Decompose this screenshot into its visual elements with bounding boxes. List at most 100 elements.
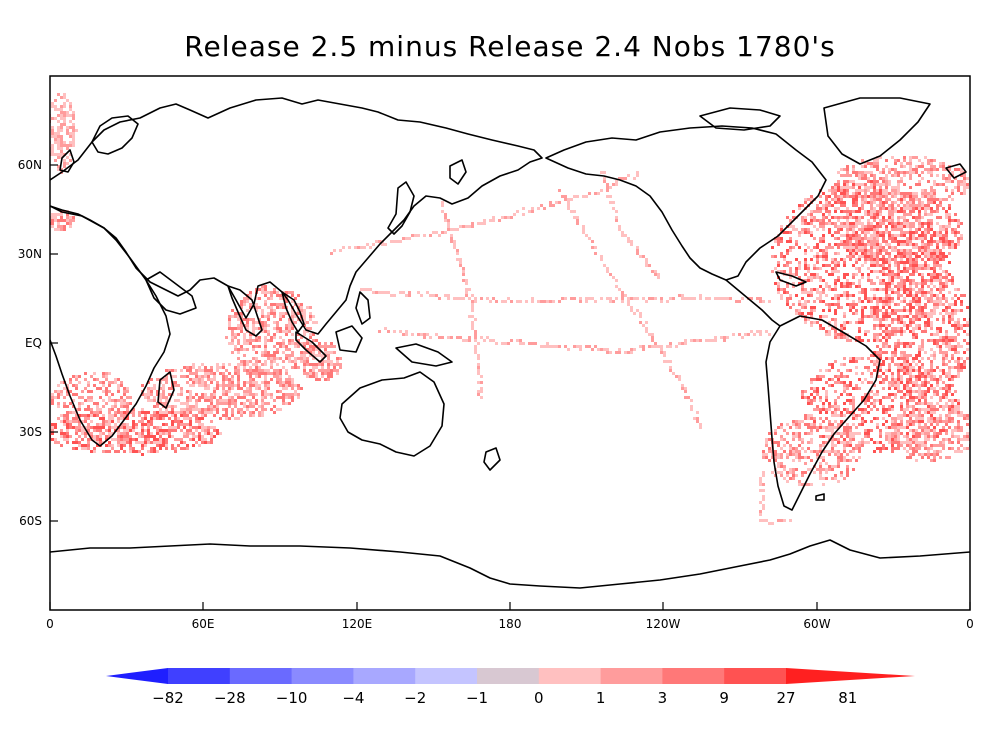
obs-cell	[957, 426, 960, 429]
obs-cell	[825, 408, 828, 411]
obs-cell	[795, 456, 798, 459]
obs-cell	[906, 357, 909, 360]
obs-cell	[801, 447, 804, 450]
obs-cell	[90, 435, 93, 438]
obs-cell	[888, 405, 891, 408]
obs-cell	[900, 318, 903, 321]
obs-cell	[858, 237, 861, 240]
obs-cell	[879, 441, 882, 444]
obs-cell	[921, 315, 924, 318]
obs-cell	[843, 456, 846, 459]
obs-cell	[876, 426, 879, 429]
obs-cell	[852, 264, 855, 267]
obs-cell	[186, 399, 189, 402]
obs-cell	[924, 294, 927, 297]
obs-cell	[777, 465, 780, 468]
obs-cell	[780, 288, 783, 291]
obs-cell	[912, 195, 915, 198]
obs-cell	[885, 342, 888, 345]
obs-cell	[873, 288, 876, 291]
obs-cell	[888, 324, 891, 327]
obs-cell	[843, 450, 846, 453]
obs-cell	[129, 447, 132, 450]
obs-cell	[909, 378, 912, 381]
obs-cell	[882, 219, 885, 222]
obs-cell	[915, 435, 918, 438]
obs-cell	[960, 450, 963, 453]
obs-cell	[918, 222, 921, 225]
obs-cell	[906, 402, 909, 405]
obs-cell	[942, 252, 945, 255]
obs-cell	[138, 411, 141, 414]
obs-cell	[186, 417, 189, 420]
obs-cell	[825, 282, 828, 285]
obs-cell	[951, 336, 954, 339]
obs-cell	[900, 423, 903, 426]
obs-cell	[915, 207, 918, 210]
obs-cell	[870, 237, 873, 240]
obs-cell	[873, 255, 876, 258]
obs-cell	[900, 210, 903, 213]
obs-cell	[927, 285, 930, 288]
obs-cell	[945, 390, 948, 393]
obs-cell	[897, 441, 900, 444]
obs-cell	[150, 399, 153, 402]
obs-cell	[945, 216, 948, 219]
obs-cell	[906, 294, 909, 297]
obs-cell	[879, 264, 882, 267]
obs-cell	[837, 408, 840, 411]
obs-cell	[885, 318, 888, 321]
obs-cell	[903, 363, 906, 366]
obs-cell	[246, 399, 249, 402]
obs-cell	[786, 264, 789, 267]
obs-cell	[810, 423, 813, 426]
obs-cell	[75, 447, 78, 450]
obs-cell	[927, 231, 930, 234]
obs-cell	[825, 264, 828, 267]
obs-cell	[876, 288, 879, 291]
obs-cell	[903, 222, 906, 225]
obs-cell	[930, 429, 933, 432]
obs-cell	[867, 279, 870, 282]
obs-cell	[837, 297, 840, 300]
obs-cell	[936, 420, 939, 423]
obs-cell	[273, 399, 276, 402]
obs-cell	[858, 243, 861, 246]
obs-cell	[954, 288, 957, 291]
obs-cell	[918, 384, 921, 387]
obs-cell	[153, 438, 156, 441]
obs-cell	[777, 270, 780, 273]
obs-cell	[972, 432, 975, 435]
obs-cell	[930, 408, 933, 411]
obs-cell	[159, 426, 162, 429]
obs-cell	[834, 195, 837, 198]
obs-cell	[861, 273, 864, 276]
obs-cell	[894, 435, 897, 438]
obs-cell	[906, 243, 909, 246]
obs-cell	[927, 390, 930, 393]
obs-cell	[927, 426, 930, 429]
obs-cell	[891, 360, 894, 363]
obs-cell	[918, 387, 921, 390]
obs-cell	[918, 213, 921, 216]
obs-cell	[870, 255, 873, 258]
obs-cell	[912, 375, 915, 378]
obs-cell	[849, 258, 852, 261]
obs-cell	[882, 330, 885, 333]
obs-cell	[846, 459, 849, 462]
obs-cell	[249, 405, 252, 408]
obs-cell	[150, 447, 153, 450]
obs-cell	[942, 408, 945, 411]
obs-cell	[891, 279, 894, 282]
obs-cell	[906, 324, 909, 327]
obs-cell	[951, 279, 954, 282]
obs-cell	[909, 324, 912, 327]
obs-cell	[819, 435, 822, 438]
obs-cell	[918, 399, 921, 402]
obs-cell	[816, 456, 819, 459]
obs-cell	[903, 372, 906, 375]
obs-cell	[786, 423, 789, 426]
obs-cell	[939, 201, 942, 204]
obs-cell	[957, 441, 960, 444]
obs-cell	[855, 426, 858, 429]
